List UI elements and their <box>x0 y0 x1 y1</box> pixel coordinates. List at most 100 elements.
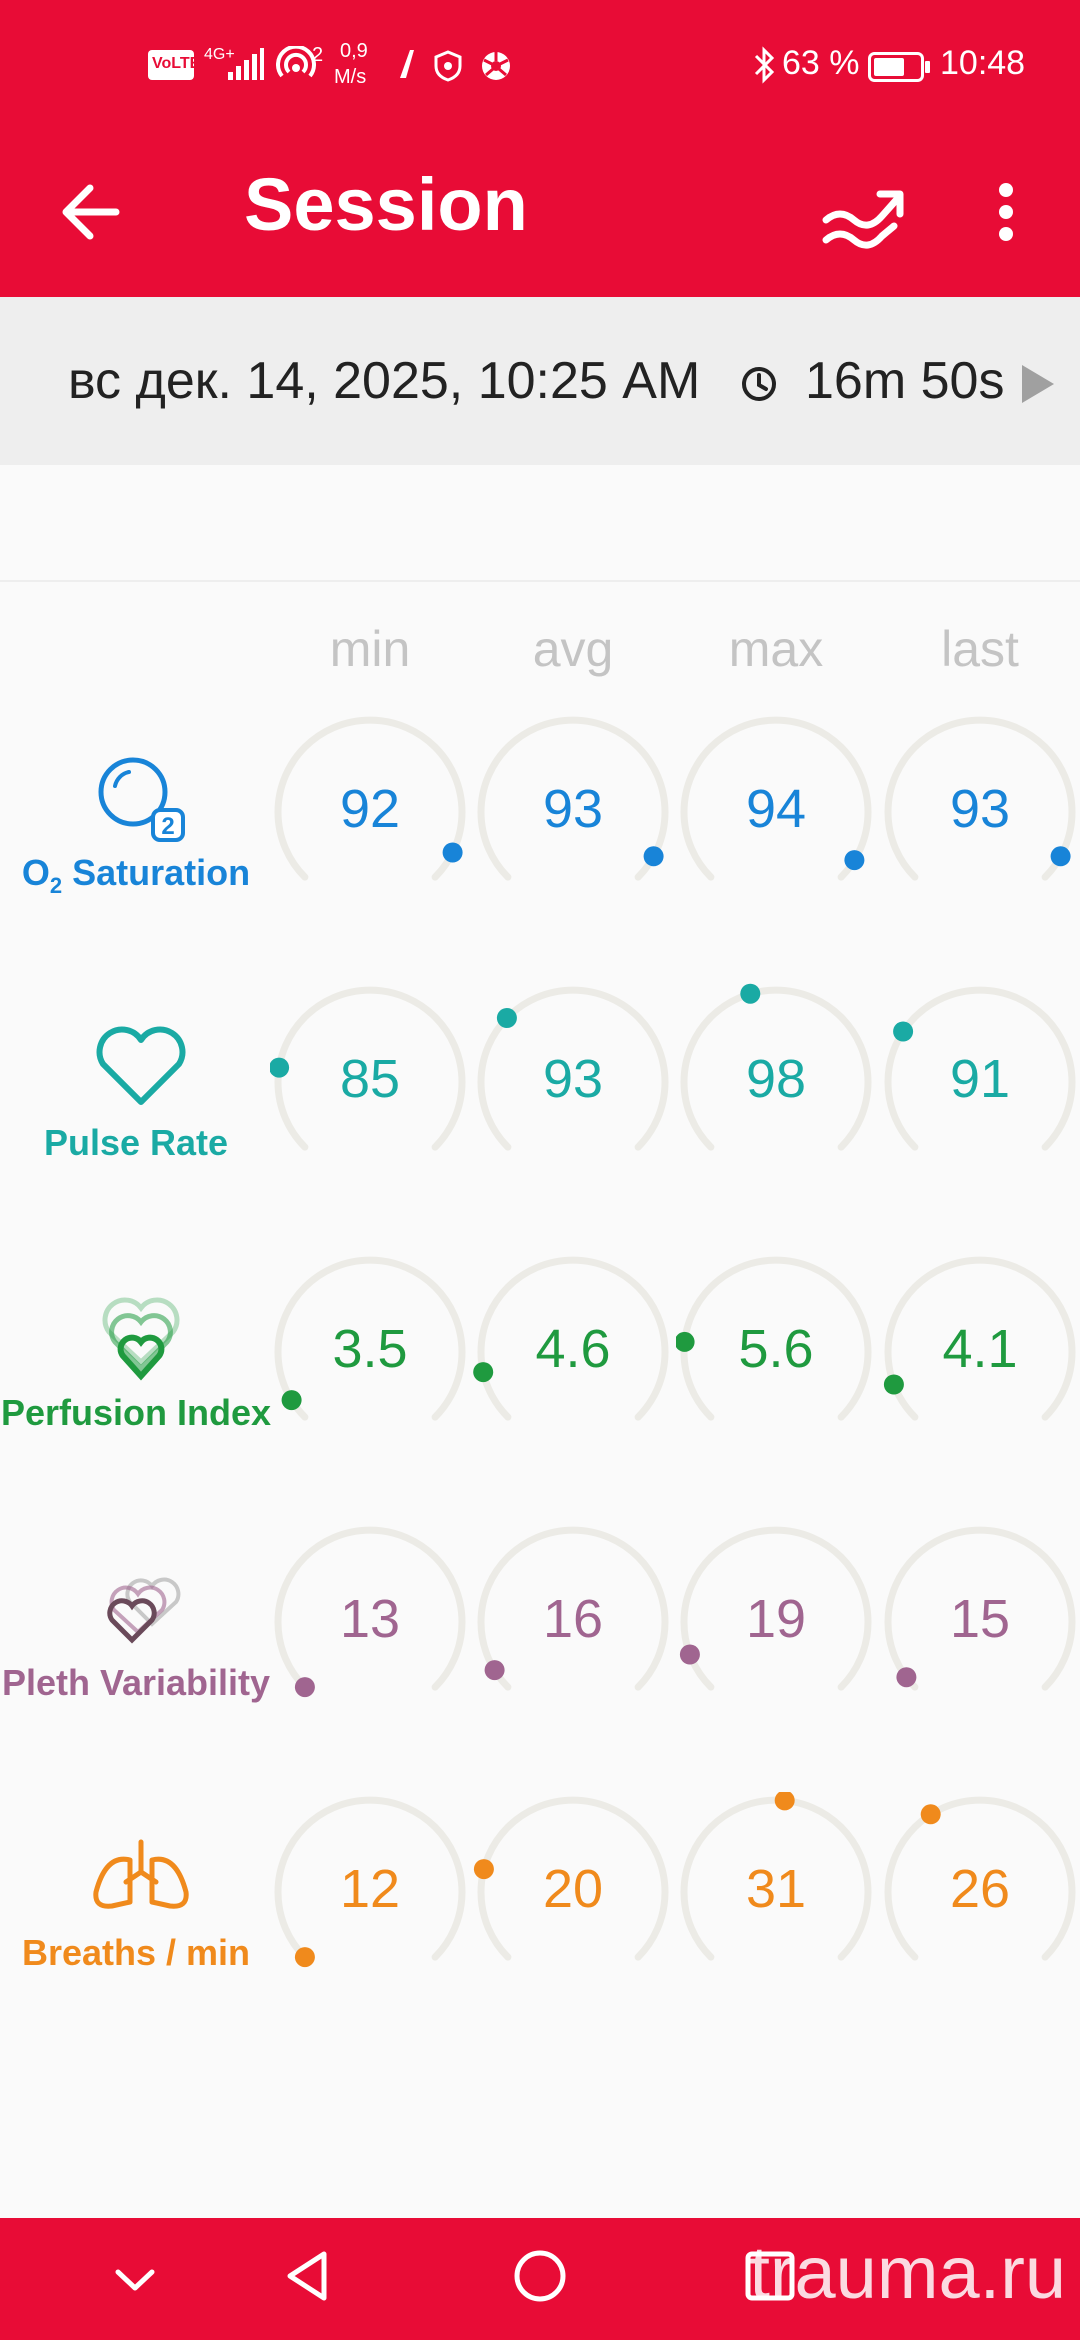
gauge-arc <box>477 1526 669 1691</box>
nav-recents-icon[interactable] <box>744 2250 796 2302</box>
back-arrow-icon[interactable] <box>56 170 132 254</box>
gauge-resp-last: 26 <box>880 1792 1080 1992</box>
gauge-arc <box>680 983 872 1151</box>
gauge-indicator-dot <box>270 1057 290 1078</box>
gauge-value: 98 <box>745 1049 807 1109</box>
trend-chart-icon[interactable] <box>820 168 904 258</box>
column-header-avg: avg <box>532 621 614 677</box>
gauge-arc <box>884 986 1076 1151</box>
gauge-arc <box>477 716 669 881</box>
hotspot-icon <box>276 46 316 78</box>
more-vert-icon[interactable] <box>988 170 1024 254</box>
gauge-pvi-last: 15 <box>880 1522 1080 1722</box>
app-bar: Session <box>0 130 1080 297</box>
gauge-value: 85 <box>339 1049 401 1109</box>
gauge-value: 4.6 <box>535 1319 611 1379</box>
gauge-indicator-dot <box>473 1859 494 1880</box>
gauge-pvi-min: 13 <box>270 1522 470 1722</box>
gauge-indicator-dot <box>896 1667 917 1688</box>
network-type: 4G+ <box>204 46 235 63</box>
stacked-hearts-icon <box>86 1292 196 1388</box>
gauge-arc <box>473 1796 669 1961</box>
gauge-value: 4.1 <box>942 1319 1018 1379</box>
gauge-indicator-dot <box>496 1008 517 1028</box>
gauge-indicator-dot <box>473 1362 494 1383</box>
gauge-pi-last: 4.1 <box>880 1252 1080 1452</box>
gauge-resp-min: 12 <box>270 1792 470 1992</box>
gauge-indicator-dot <box>774 1792 795 1811</box>
gauge-pi-min: 3.5 <box>270 1252 470 1452</box>
gauge-indicator-dot <box>281 1390 302 1411</box>
gauge-spo2-last: 93 <box>880 712 1080 912</box>
gauge-arc <box>680 716 872 881</box>
metric-label-pi: Perfusion Index <box>0 1392 272 1433</box>
gauge-value: 31 <box>745 1859 807 1919</box>
gauge-indicator-dot <box>1050 846 1071 867</box>
gauge-arc <box>884 1526 1076 1691</box>
gauge-value: 19 <box>745 1589 807 1649</box>
gauge-arc <box>477 986 669 1151</box>
gauge-resp-max: 31 <box>676 1792 876 1992</box>
gauge-value: 93 <box>542 1049 604 1109</box>
gauge-pi-max: 5.6 <box>676 1252 876 1452</box>
play-icon[interactable] <box>1018 361 1058 407</box>
gauge-indicator-dot <box>920 1804 941 1825</box>
gauge-pulse-avg: 93 <box>473 982 673 1182</box>
gauge-arc <box>679 1526 872 1691</box>
bluetooth-icon <box>754 46 775 84</box>
column-header-max: max <box>728 621 824 677</box>
gauge-indicator-dot <box>294 1947 315 1968</box>
shield-icon <box>434 50 462 82</box>
watermark: trauma.ru <box>749 2231 1066 2314</box>
gauge-value: 13 <box>339 1589 401 1649</box>
chevron-down-icon[interactable] <box>112 2264 158 2294</box>
volte-badge: VoLTE <box>148 50 200 80</box>
gauge-indicator-dot <box>883 1374 904 1395</box>
gauge-indicator-dot <box>679 1644 700 1665</box>
gauge-resp-avg: 20 <box>473 1792 673 1992</box>
aperture-icon <box>482 52 510 80</box>
gauge-value: 3.5 <box>332 1319 408 1379</box>
gauge-indicator-dot <box>643 846 664 867</box>
gauge-arc <box>884 1796 1076 1961</box>
session-info-bar: вс дек. 14, 2025, 10:25 AM 16m 50s <box>0 297 1080 465</box>
app-notification-icon <box>400 50 414 78</box>
gauge-arc <box>274 1796 466 1968</box>
hotspot-count: 2 <box>312 44 324 66</box>
gauge-indicator-dot <box>844 850 865 871</box>
layered-hearts-icon <box>86 1562 196 1658</box>
gauge-value: 93 <box>949 779 1011 839</box>
gauge-indicator-dot <box>294 1677 315 1698</box>
column-header-last: last <box>941 621 1019 677</box>
gauge-arc <box>270 986 466 1151</box>
gauge-pi-avg: 4.6 <box>473 1252 673 1452</box>
gauge-value: 92 <box>339 779 401 839</box>
signal-strength-icon <box>228 48 264 80</box>
nav-back-icon[interactable] <box>282 2248 332 2304</box>
gauge-value: 94 <box>745 779 807 839</box>
gauge-pvi-avg: 16 <box>473 1522 673 1722</box>
navigation-bar: trauma.ru <box>0 2218 1080 2340</box>
column-header-min: min <box>329 621 411 677</box>
metric-label-pulse: Pulse Rate <box>43 1122 229 1163</box>
gauge-indicator-dot <box>676 1331 695 1352</box>
section-divider <box>0 580 1080 582</box>
gauge-pulse-last: 91 <box>880 982 1080 1182</box>
gauge-indicator-dot <box>740 983 761 1004</box>
gauge-indicator-dot <box>442 842 463 863</box>
gauge-pvi-max: 19 <box>676 1522 876 1722</box>
nav-home-icon[interactable] <box>512 2248 568 2304</box>
gauge-value: 93 <box>542 779 604 839</box>
svg-text:2: 2 <box>161 813 174 840</box>
gauge-arc <box>274 716 466 881</box>
clock: 10:48 <box>940 44 1026 82</box>
gauge-arc <box>473 1256 669 1421</box>
session-duration: 16m 50s <box>805 352 1005 410</box>
gauge-spo2-avg: 93 <box>473 712 673 912</box>
gauge-arc <box>883 1256 1076 1421</box>
metric-label-spo2: O2 Saturation <box>0 852 272 899</box>
page-title: Session <box>244 163 528 246</box>
gauge-value: 16 <box>542 1589 604 1649</box>
gauge-value: 5.6 <box>738 1319 814 1379</box>
data-speed-value: 0,9 <box>340 40 368 62</box>
